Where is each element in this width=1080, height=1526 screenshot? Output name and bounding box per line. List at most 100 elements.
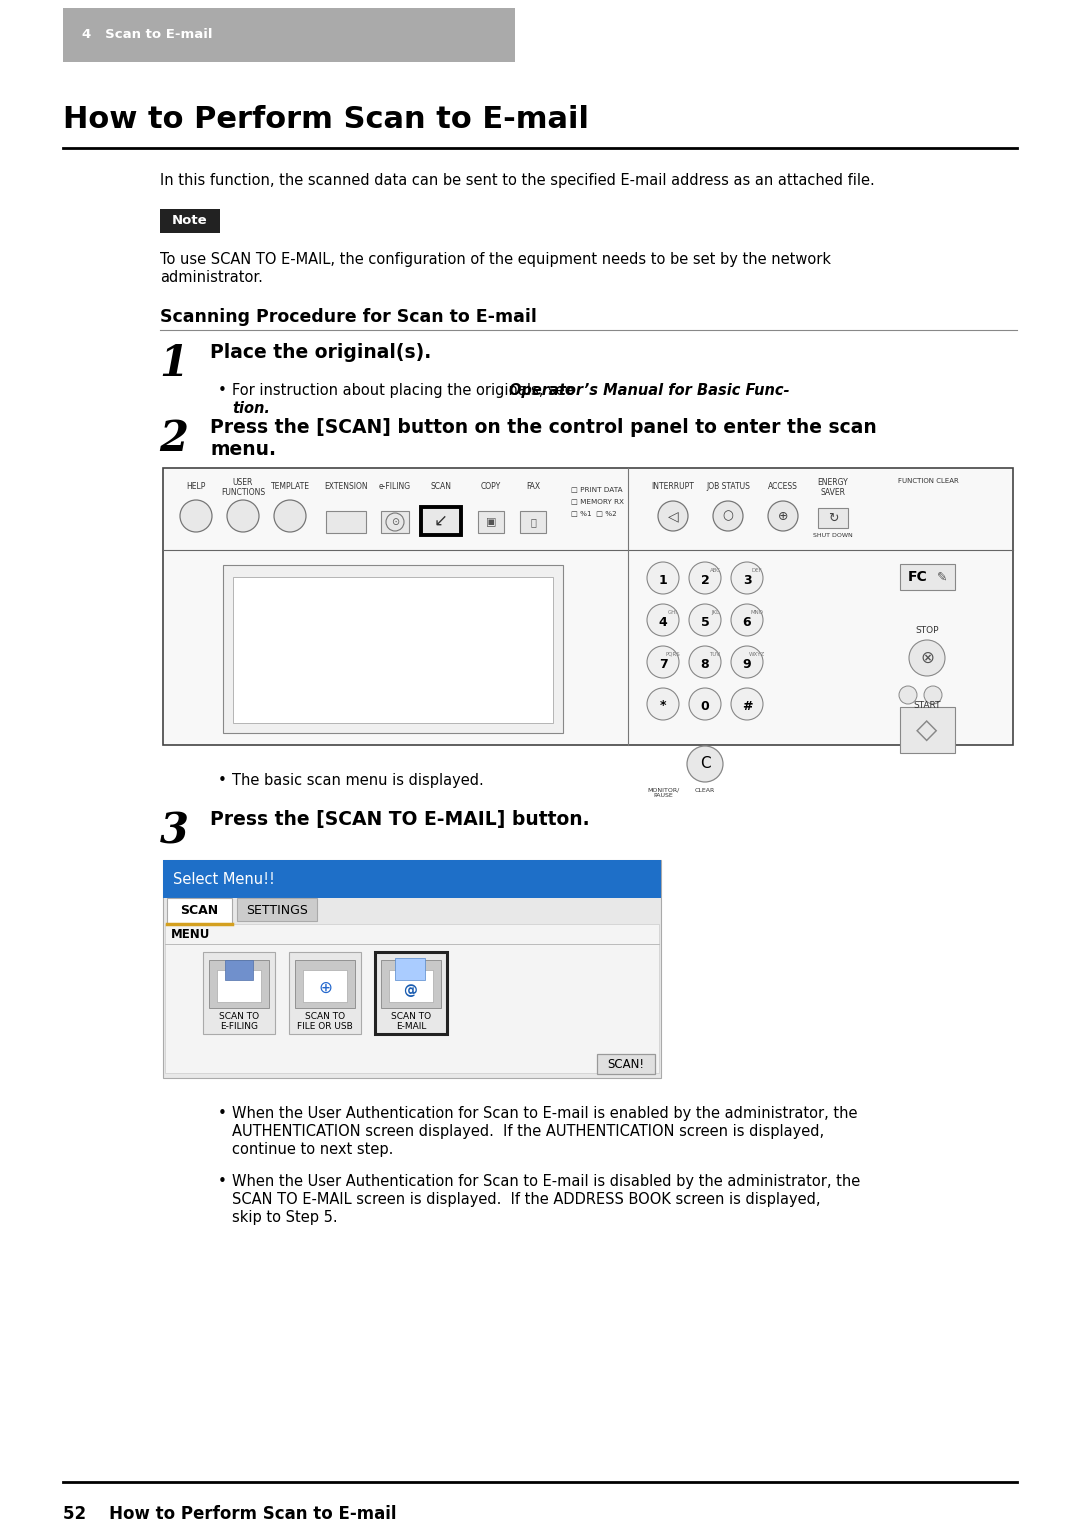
Text: Press the [SCAN] button on the control panel to enter the scan: Press the [SCAN] button on the control p… <box>210 418 877 436</box>
Text: Operator’s Manual for Basic Func-: Operator’s Manual for Basic Func- <box>509 383 789 398</box>
Bar <box>478 511 504 533</box>
Text: 2: 2 <box>701 574 710 586</box>
Text: MONITOR/
PAUSE: MONITOR/ PAUSE <box>647 787 679 798</box>
Text: Select Menu!!: Select Menu!! <box>173 871 275 887</box>
Bar <box>519 511 546 533</box>
Circle shape <box>909 639 945 676</box>
Circle shape <box>689 604 721 636</box>
Text: □ %1  □ %2: □ %1 □ %2 <box>571 510 617 516</box>
Text: SCAN: SCAN <box>431 482 451 491</box>
Bar <box>210 960 269 1009</box>
Text: ENERGY
SAVER: ENERGY SAVER <box>818 478 849 496</box>
Text: ACCESS: ACCESS <box>768 482 798 491</box>
Bar <box>381 511 409 533</box>
Text: In this function, the scanned data can be sent to the specified E-mail address a: In this function, the scanned data can b… <box>160 172 875 188</box>
Text: ◇: ◇ <box>916 716 937 745</box>
Bar <box>163 861 661 1077</box>
Circle shape <box>647 562 679 594</box>
Text: SHUT DOWN: SHUT DOWN <box>813 533 853 539</box>
Text: ABC: ABC <box>710 568 720 572</box>
Bar <box>295 960 355 1009</box>
Text: ↻: ↻ <box>827 511 838 525</box>
Circle shape <box>713 501 743 531</box>
Text: 1: 1 <box>160 343 189 385</box>
Text: •: • <box>218 1106 227 1122</box>
Text: When the User Authentication for Scan to E-mail is enabled by the administrator,: When the User Authentication for Scan to… <box>232 1106 858 1122</box>
Circle shape <box>731 645 762 678</box>
Text: 9: 9 <box>743 658 752 670</box>
Text: How to Perform Scan to E-mail: How to Perform Scan to E-mail <box>63 105 589 134</box>
Text: tion.: tion. <box>232 401 270 417</box>
Bar <box>381 960 441 1009</box>
Text: STOP: STOP <box>915 626 939 635</box>
Text: USER
FUNCTIONS: USER FUNCTIONS <box>221 478 265 496</box>
Bar <box>395 958 426 980</box>
Text: •: • <box>218 774 227 787</box>
Bar <box>160 209 220 233</box>
Text: Note: Note <box>172 215 207 227</box>
Text: ○: ○ <box>723 510 733 522</box>
Text: START: START <box>914 700 941 710</box>
Circle shape <box>731 562 762 594</box>
Text: SCAN TO
E-FILING: SCAN TO E-FILING <box>219 1012 259 1032</box>
Text: •: • <box>218 1173 227 1189</box>
Text: FUNCTION CLEAR: FUNCTION CLEAR <box>897 478 959 484</box>
Circle shape <box>647 645 679 678</box>
Text: For instruction about placing the originals, see: For instruction about placing the origin… <box>232 383 579 398</box>
Bar <box>165 925 659 1073</box>
Bar <box>225 960 253 980</box>
Text: e-FILING: e-FILING <box>379 482 411 491</box>
Text: skip to Step 5.: skip to Step 5. <box>232 1210 338 1225</box>
Text: 3: 3 <box>743 574 752 586</box>
Bar <box>303 971 347 1003</box>
Text: administrator.: administrator. <box>160 270 262 285</box>
Text: Press the [SCAN TO E-MAIL] button.: Press the [SCAN TO E-MAIL] button. <box>210 810 590 829</box>
Text: EXTENSION: EXTENSION <box>324 482 368 491</box>
Text: SCAN: SCAN <box>180 905 218 917</box>
Text: *: * <box>660 699 666 713</box>
Bar <box>237 897 318 922</box>
Text: MENU: MENU <box>171 928 211 942</box>
Bar <box>217 971 261 1003</box>
Text: JKL: JKL <box>711 610 719 615</box>
Circle shape <box>647 604 679 636</box>
Bar <box>289 952 361 1035</box>
Text: AUTHENTICATION screen displayed.  If the AUTHENTICATION screen is displayed,: AUTHENTICATION screen displayed. If the … <box>232 1125 824 1138</box>
Text: ⊕: ⊕ <box>778 510 788 522</box>
Text: ⊕: ⊕ <box>319 980 332 996</box>
Text: 7: 7 <box>659 658 667 670</box>
Text: 8: 8 <box>701 658 710 670</box>
Text: TUV: TUV <box>710 652 720 658</box>
Circle shape <box>227 501 259 533</box>
Circle shape <box>386 513 404 531</box>
Text: TEMPLATE: TEMPLATE <box>270 482 310 491</box>
Text: To use SCAN TO E-MAIL, the configuration of the equipment needs to be set by the: To use SCAN TO E-MAIL, the configuration… <box>160 252 831 267</box>
Text: 6: 6 <box>743 615 752 629</box>
Text: #: # <box>742 699 753 713</box>
Bar <box>163 861 661 897</box>
Text: 52    How to Perform Scan to E-mail: 52 How to Perform Scan to E-mail <box>63 1505 396 1523</box>
Text: menu.: menu. <box>210 439 276 459</box>
Text: CLEAR: CLEAR <box>694 787 715 794</box>
Text: INTERRUPT: INTERRUPT <box>651 482 694 491</box>
Text: WXYZ: WXYZ <box>748 652 765 658</box>
Circle shape <box>689 645 721 678</box>
Circle shape <box>689 562 721 594</box>
Bar <box>163 468 1013 745</box>
Text: 2: 2 <box>160 418 189 459</box>
Bar <box>233 577 553 723</box>
Bar <box>597 1054 654 1074</box>
Circle shape <box>731 604 762 636</box>
Circle shape <box>274 501 306 533</box>
Bar <box>203 952 275 1035</box>
Bar <box>900 565 955 591</box>
Circle shape <box>768 501 798 531</box>
Circle shape <box>689 688 721 720</box>
Bar <box>900 707 955 752</box>
Text: DEF: DEF <box>752 568 762 572</box>
Text: 📠: 📠 <box>530 517 536 526</box>
Text: SCAN TO E-MAIL screen is displayed.  If the ADDRESS BOOK screen is displayed,: SCAN TO E-MAIL screen is displayed. If t… <box>232 1192 821 1207</box>
Text: SCAN TO
FILE OR USB: SCAN TO FILE OR USB <box>297 1012 353 1032</box>
Text: □ MEMORY RX: □ MEMORY RX <box>571 497 624 504</box>
Bar <box>326 511 366 533</box>
